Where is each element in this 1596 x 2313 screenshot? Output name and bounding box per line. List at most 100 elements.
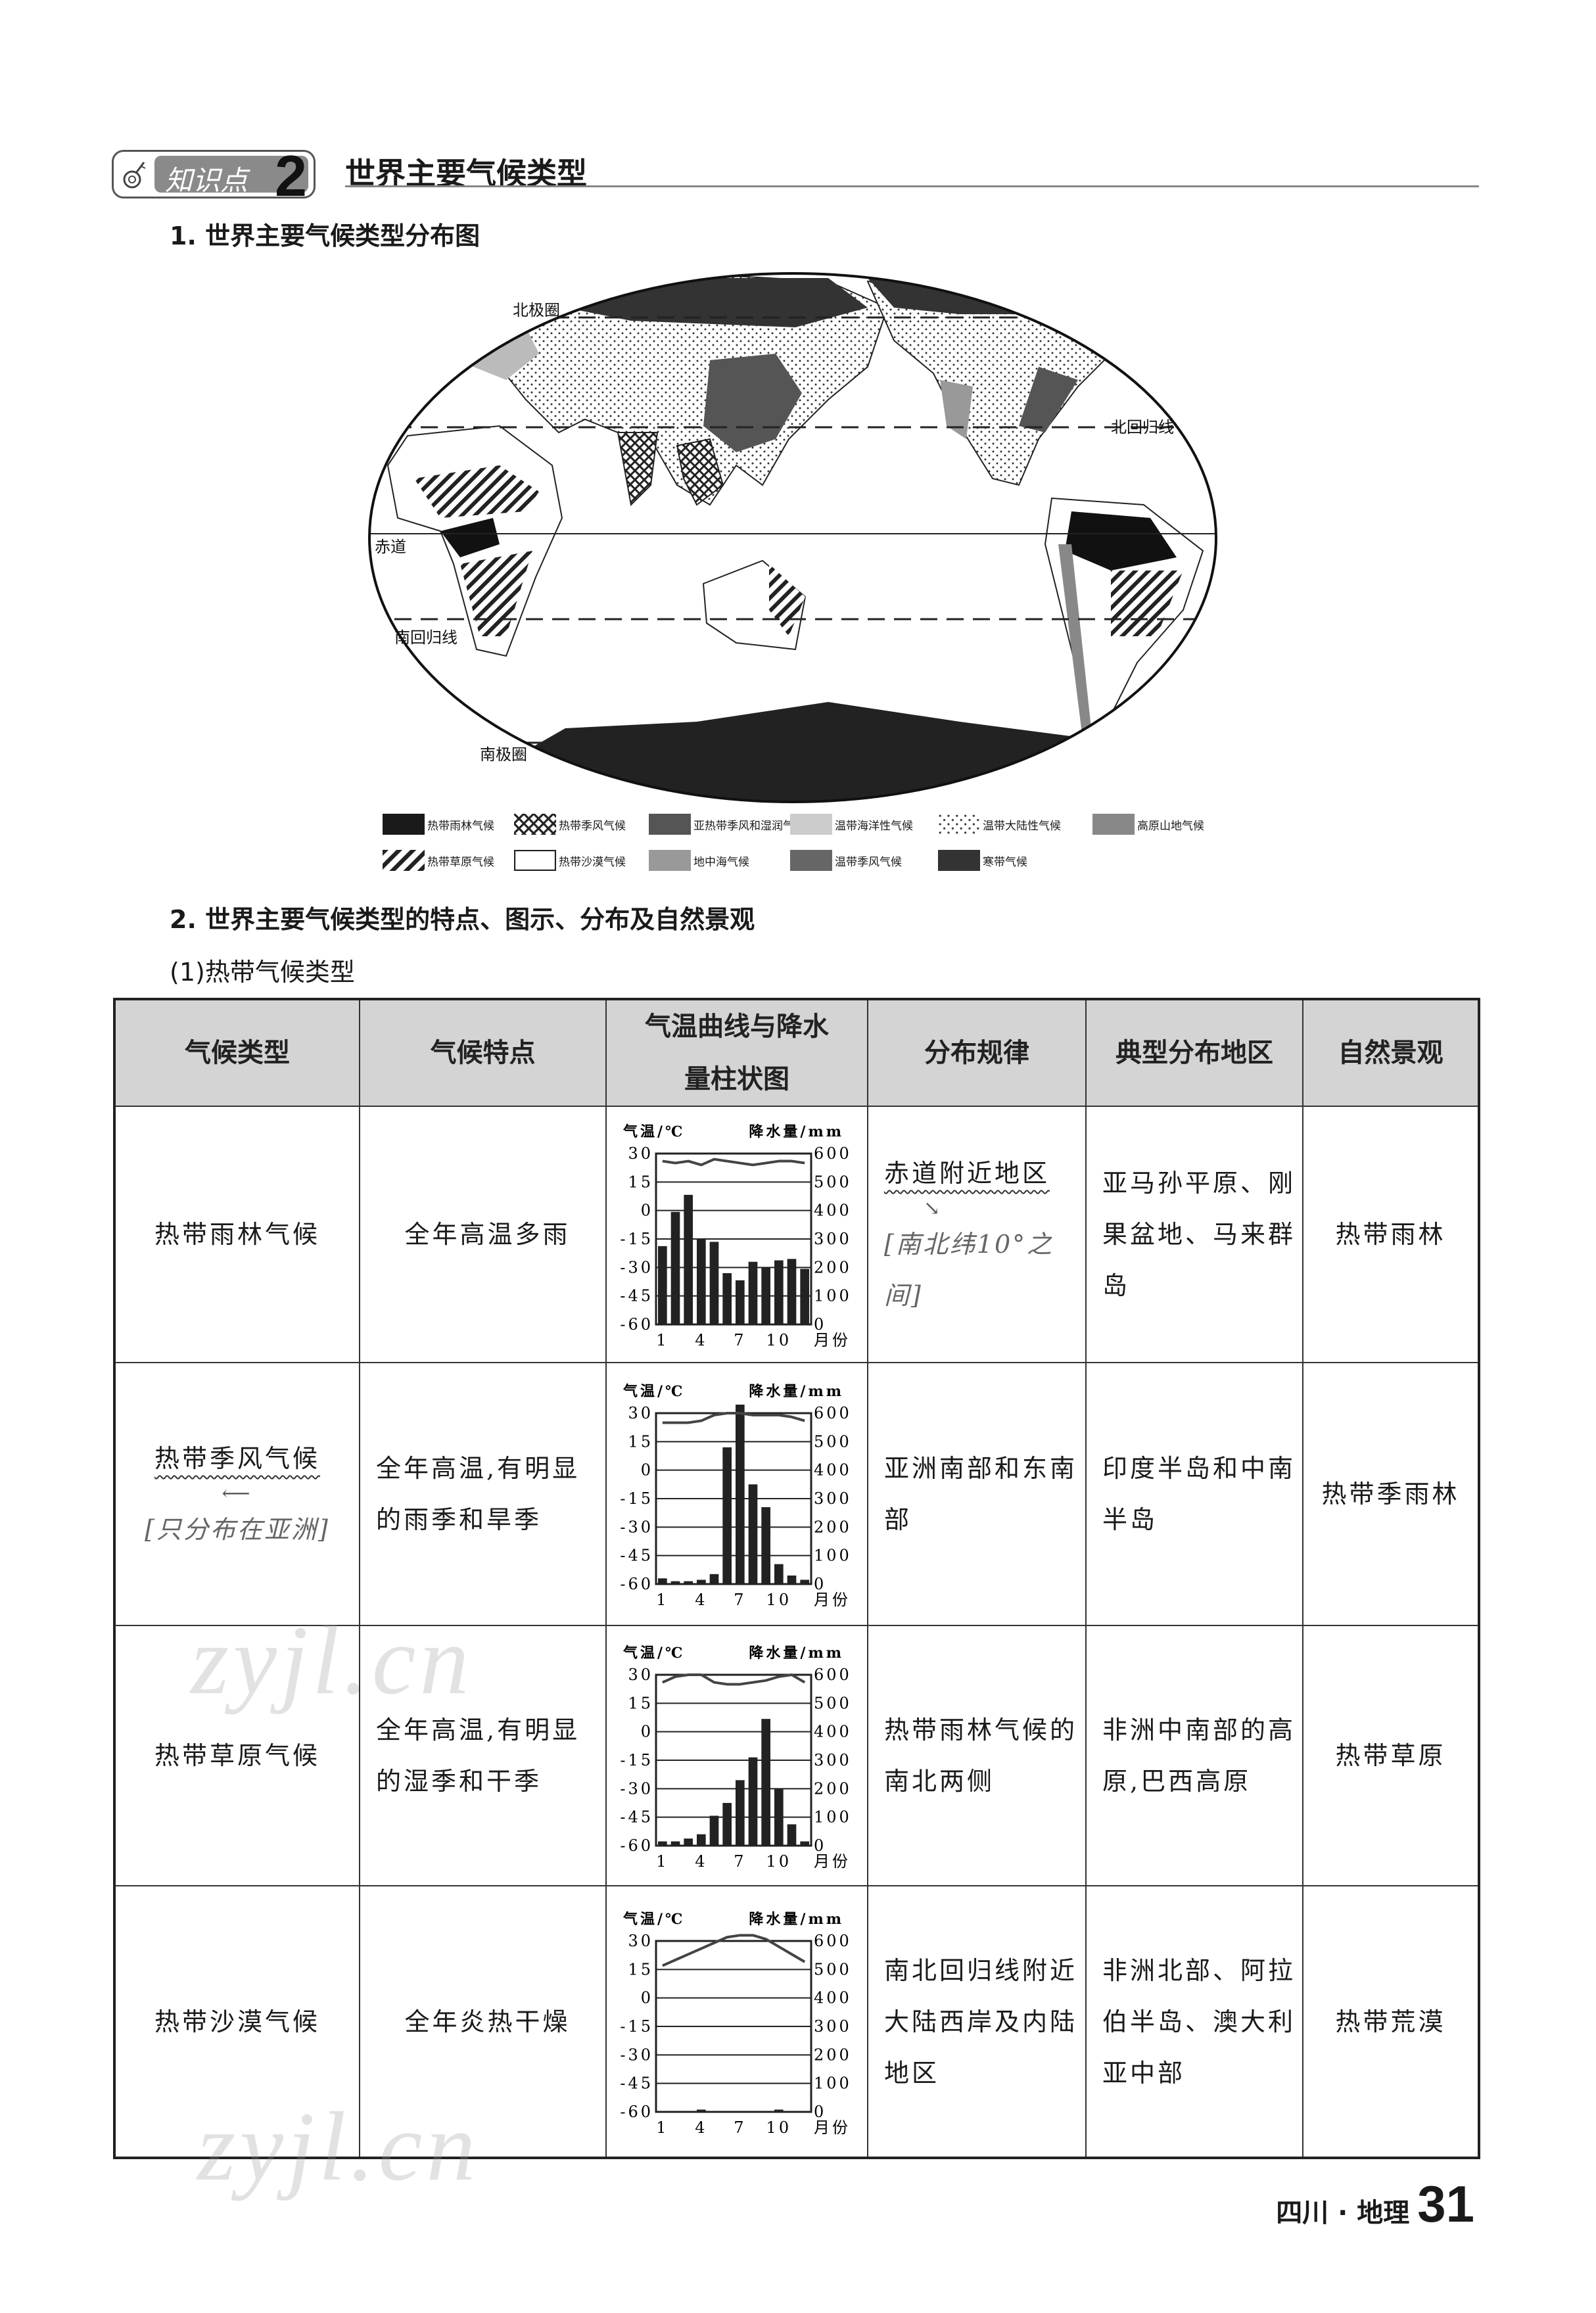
x-axis-label: 月份 <box>814 1852 851 1871</box>
legend-item: 温带季风气候 <box>790 850 902 871</box>
cell-distribution: 热带雨林气候的南北两侧 <box>867 1625 1087 1886</box>
cell-features: 全年高温,有明显的湿季和干季 <box>359 1625 607 1886</box>
temp-tick-label: -45 <box>620 1808 653 1827</box>
cell-features: 全年高温,有明显的雨季和旱季 <box>359 1362 607 1626</box>
precip-tick-label: 100 <box>814 2074 852 2092</box>
label-cancer: 北回归线 <box>1111 418 1174 436</box>
legend-item: 温带大陆性气候 <box>938 814 1061 835</box>
temp-tick-label: -60 <box>620 1315 653 1334</box>
cell-type: 热带季风气候 ⟵ [只分布在亚洲] <box>114 1362 360 1626</box>
temp-tick-label: -60 <box>620 1836 653 1855</box>
temperature-curve <box>662 1157 805 1167</box>
badge-text: 知识点 <box>165 164 248 197</box>
cell-type: 热带雨林气候 <box>114 1106 360 1363</box>
distribution-note: [南北纬10°之间] <box>884 1230 1054 1310</box>
precip-bar <box>761 1507 770 1584</box>
cell-landscape: 热带草原 <box>1302 1625 1480 1886</box>
precip-tick-label: 0 <box>814 2103 826 2121</box>
temp-tick-label: -30 <box>620 2045 653 2064</box>
features-text: 全年高温多雨 <box>404 1220 571 1249</box>
precip-bar <box>800 1841 809 1846</box>
precip-bar <box>748 1261 758 1324</box>
precip-tick-label: 400 <box>814 1461 852 1480</box>
precip-bar <box>684 1581 693 1584</box>
map-legend: 热带雨林气候 热带季风气候 亚热带季风和湿润气候 温带海洋性气候 温带大陆性气候 高原山地… <box>383 814 1237 876</box>
subsection-title: (1)热带气候类型 <box>170 958 355 987</box>
footer-region: 四川 · 地理 <box>1276 2198 1410 2228</box>
distribution-text: 热带雨林气候的南北两侧 <box>884 1716 1078 1796</box>
precip-tick-label: 500 <box>814 1173 852 1191</box>
precip-bar <box>787 1576 797 1584</box>
climate-chart: 气温/℃ 降水量/mm 30 600 15 500 0 400 -15 300 -30 200 -45 1… <box>620 1645 852 1871</box>
regions-text: 非洲北部、阿拉伯半岛、澳大利亚中部 <box>1102 1955 1296 2088</box>
header-features: 气候特点 <box>359 998 607 1107</box>
climate-table: 气候类型 气候特点 气温曲线与降水量柱状图 分布规律 典型分布地区 自然景观 热… <box>113 998 1480 2159</box>
precip-bar <box>697 1579 706 1584</box>
precip-bar <box>722 1803 732 1846</box>
knowledge-point-badge: 知识点 2 <box>112 143 316 208</box>
precip-tick-label: 600 <box>814 1404 852 1422</box>
precip-bar <box>670 1841 680 1846</box>
legend-swatch-mid-gray <box>1092 814 1135 835</box>
precip-tick-label: 0 <box>814 1836 826 1855</box>
climate-type: 热带沙漠气候 <box>154 2007 320 2036</box>
table-row: 热带草原气候 全年高温,有明显的湿季和干季 气温/℃ 降水量/mm 30 600 15 500… <box>114 1625 1480 1886</box>
legend-item: 亚热带季风和湿润气候 <box>649 814 805 835</box>
features-text: 全年高温,有明显的雨季和旱季 <box>376 1454 580 1534</box>
landscape-text: 热带季雨林 <box>1321 1480 1460 1508</box>
watermark: zyjl.cn <box>197 2092 480 2201</box>
precip-tick-label: 200 <box>814 1518 852 1536</box>
arrow-icon: ⟵ <box>222 1482 253 1505</box>
cell-regions: 非洲北部、阿拉伯半岛、澳大利亚中部 <box>1085 1885 1303 2159</box>
temp-tick-label: -45 <box>620 1547 653 1565</box>
precip-tick-label: 100 <box>814 1547 852 1565</box>
plot-frame <box>655 1673 812 1847</box>
cell-chart: 气温/℃ 降水量/mm 30 600 15 500 0 400 -15 300 -30 200 -45 1… <box>605 1106 868 1363</box>
distribution-text: 南北回归线附近大陆西岸及内陆地区 <box>884 1955 1078 2088</box>
plot-frame <box>655 1940 812 2113</box>
legend-label: 热带草原气候 <box>427 855 494 869</box>
precip-bar <box>670 1211 680 1324</box>
x-axis-label: 月份 <box>814 2118 851 2137</box>
precip-bar <box>697 1834 706 1846</box>
india <box>617 432 659 507</box>
temp-tick-label: 0 <box>641 1461 653 1480</box>
temp-tick-label: -45 <box>620 2074 653 2092</box>
temp-tick-label: 0 <box>641 1988 653 2007</box>
temp-tick-label: 15 <box>628 1960 653 1978</box>
precip-tick-label: 300 <box>814 1489 852 1508</box>
legend-swatch-darker-gray <box>790 850 832 871</box>
legend-item: 寒带气候 <box>938 850 1027 871</box>
month-tick-label: 4 <box>695 1591 707 1609</box>
x-axis-label: 月份 <box>814 1591 851 1609</box>
precip-bar <box>736 1780 745 1846</box>
legend-label: 温带季风气候 <box>835 855 902 869</box>
precip-tick-label: 500 <box>814 1960 852 1978</box>
month-tick-label: 1 <box>656 2118 669 2137</box>
temp-tick-label: -30 <box>620 1258 653 1276</box>
month-tick-label: 4 <box>695 1331 707 1349</box>
month-tick-label: 7 <box>734 1331 746 1349</box>
temp-axis-label: 气温/℃ <box>622 1645 685 1662</box>
precip-tick-label: 300 <box>814 1751 852 1769</box>
precip-bar <box>722 1273 732 1324</box>
table-row: 热带季风气候 ⟵ [只分布在亚洲] 全年高温,有明显的雨季和旱季 气温/℃ 降水量/mm 3… <box>114 1362 1480 1626</box>
temp-axis-label: 气温/℃ <box>622 1911 685 1928</box>
header-regions: 典型分布地区 <box>1085 998 1303 1107</box>
page-number: 31 <box>1417 2175 1474 2233</box>
landscape-text: 热带雨林 <box>1335 1220 1446 1249</box>
precip-bar <box>761 1267 770 1324</box>
regions-text: 亚马孙平原、刚果盆地、马来群岛 <box>1102 1169 1296 1300</box>
header-distribution: 分布规律 <box>867 998 1087 1107</box>
month-tick-label: 7 <box>734 1852 746 1871</box>
precip-bar <box>736 1405 745 1584</box>
temp-tick-label: -15 <box>620 2017 653 2036</box>
month-tick-label: 10 <box>766 1591 792 1609</box>
precip-bar <box>800 1579 809 1584</box>
temp-tick-label: 30 <box>628 1666 653 1684</box>
cell-landscape: 热带荒漠 <box>1302 1885 1480 2159</box>
arrow-icon: ↘ <box>924 1197 943 1220</box>
precip-bar <box>774 1564 784 1584</box>
legend-swatch-dark-gray <box>649 814 691 835</box>
legend-item: 热带雨林气候 <box>383 814 494 835</box>
